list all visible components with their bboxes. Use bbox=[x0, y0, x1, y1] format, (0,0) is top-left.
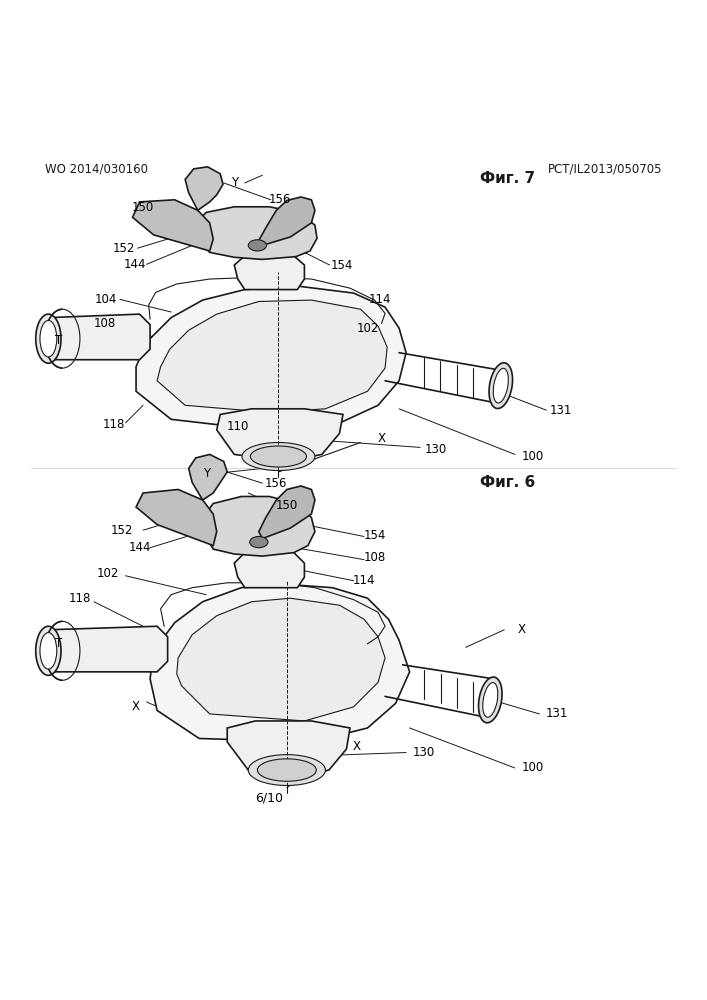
Polygon shape bbox=[196, 207, 317, 259]
Polygon shape bbox=[132, 200, 214, 251]
Text: 6/10: 6/10 bbox=[255, 792, 284, 805]
Ellipse shape bbox=[36, 314, 61, 363]
Text: T: T bbox=[55, 334, 62, 347]
Text: X: X bbox=[132, 700, 140, 713]
Text: 130: 130 bbox=[412, 746, 435, 759]
Text: T: T bbox=[55, 637, 62, 650]
Polygon shape bbox=[48, 626, 168, 672]
Text: 104: 104 bbox=[95, 293, 117, 306]
Text: 102: 102 bbox=[97, 567, 119, 580]
Text: X: X bbox=[353, 740, 361, 753]
Text: 114: 114 bbox=[369, 293, 392, 306]
Polygon shape bbox=[136, 489, 217, 546]
Ellipse shape bbox=[242, 442, 315, 471]
Text: 100: 100 bbox=[521, 450, 544, 463]
Ellipse shape bbox=[250, 536, 268, 548]
Text: X: X bbox=[378, 432, 385, 445]
Text: 108: 108 bbox=[93, 317, 116, 330]
Polygon shape bbox=[203, 496, 315, 556]
Text: 100: 100 bbox=[521, 761, 544, 774]
Polygon shape bbox=[185, 167, 223, 210]
Ellipse shape bbox=[40, 320, 57, 357]
Polygon shape bbox=[157, 300, 387, 412]
Ellipse shape bbox=[36, 626, 61, 675]
Polygon shape bbox=[177, 598, 385, 721]
Polygon shape bbox=[150, 584, 409, 742]
Text: 118: 118 bbox=[103, 418, 125, 431]
Text: X: X bbox=[518, 623, 526, 636]
Polygon shape bbox=[234, 549, 305, 588]
Polygon shape bbox=[259, 197, 315, 245]
Text: 150: 150 bbox=[276, 499, 298, 512]
Ellipse shape bbox=[479, 677, 502, 723]
Text: 154: 154 bbox=[363, 529, 386, 542]
Polygon shape bbox=[234, 251, 305, 290]
Text: 156: 156 bbox=[269, 193, 291, 206]
Text: PCT/IL2013/050705: PCT/IL2013/050705 bbox=[548, 162, 662, 175]
Text: 118: 118 bbox=[69, 592, 91, 605]
Text: 156: 156 bbox=[265, 477, 288, 490]
Polygon shape bbox=[217, 409, 343, 461]
Text: 130: 130 bbox=[424, 443, 447, 456]
Text: 150: 150 bbox=[132, 201, 154, 214]
Text: 154: 154 bbox=[330, 259, 353, 272]
Polygon shape bbox=[48, 314, 150, 360]
Text: 144: 144 bbox=[128, 541, 151, 554]
Text: Y: Y bbox=[203, 467, 210, 480]
Text: 131: 131 bbox=[549, 404, 572, 417]
Text: WO 2014/030160: WO 2014/030160 bbox=[45, 162, 148, 175]
Text: 114: 114 bbox=[353, 574, 375, 587]
Text: Фиг. 6: Фиг. 6 bbox=[480, 475, 535, 490]
Ellipse shape bbox=[250, 446, 307, 467]
Ellipse shape bbox=[483, 683, 498, 717]
Text: Y: Y bbox=[230, 176, 238, 189]
Text: 108: 108 bbox=[363, 551, 385, 564]
Text: 152: 152 bbox=[111, 524, 133, 537]
Text: 144: 144 bbox=[124, 258, 146, 271]
Ellipse shape bbox=[248, 240, 267, 251]
Polygon shape bbox=[189, 454, 227, 500]
Ellipse shape bbox=[489, 363, 513, 409]
Ellipse shape bbox=[248, 755, 325, 785]
Text: Фиг. 7: Фиг. 7 bbox=[480, 171, 535, 186]
Text: 131: 131 bbox=[546, 707, 568, 720]
Polygon shape bbox=[259, 486, 315, 539]
Ellipse shape bbox=[40, 633, 57, 669]
Polygon shape bbox=[136, 286, 406, 430]
Text: 152: 152 bbox=[112, 242, 134, 255]
Text: 102: 102 bbox=[356, 322, 379, 335]
Ellipse shape bbox=[257, 759, 316, 781]
Ellipse shape bbox=[493, 368, 508, 403]
Polygon shape bbox=[227, 721, 350, 777]
Text: 110: 110 bbox=[226, 420, 249, 433]
